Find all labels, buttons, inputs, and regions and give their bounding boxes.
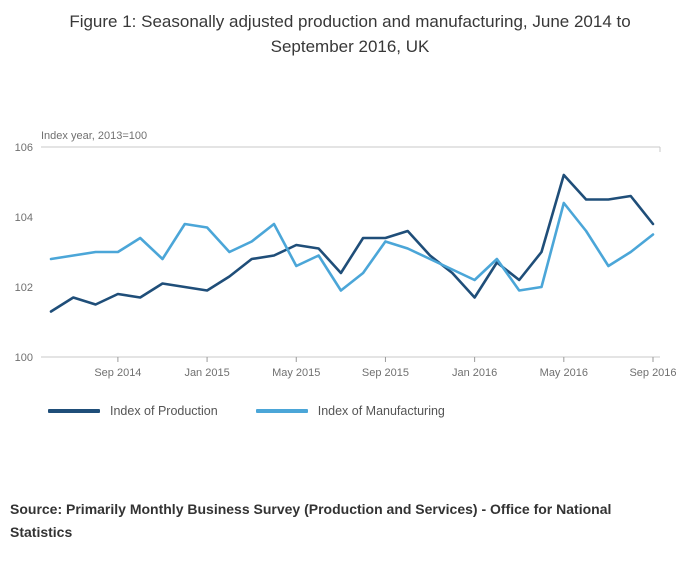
- y-tick-label: 102: [15, 282, 33, 294]
- y-tick-label: 104: [15, 212, 33, 224]
- manufacturing-line: [49, 201, 655, 293]
- chart-legend: Index of Production Index of Manufacturi…: [0, 404, 700, 418]
- line-chart: Index year, 2013=100 100 102 104 106 Sep 2014…: [0, 125, 700, 386]
- x-tick-label: May 2016: [540, 367, 588, 379]
- y-tick-label: 100: [15, 352, 33, 364]
- source-note: Source: Primarily Monthly Business Surve…: [10, 501, 612, 541]
- x-tick-label: May 2015: [272, 367, 320, 379]
- legend-item-production: Index of Production: [48, 404, 218, 418]
- production-line: [49, 173, 655, 314]
- legend-label-manufacturing: Index of Manufacturing: [317, 404, 445, 419]
- legend-item-manufacturing: Index of Manufacturing: [255, 404, 445, 419]
- chart-canvas: Index year, 2013=100 100 102 104 106 Sep 2014…: [15, 130, 677, 379]
- figure-title: Figure 1: Seasonally adjusted production…: [69, 12, 631, 56]
- legend-label-production: Index of Production: [110, 404, 218, 419]
- x-tick-label: Sep 2015: [362, 367, 409, 379]
- x-tick-label: Sep 2014: [94, 367, 141, 379]
- axis-units-note: Index year, 2013=100: [41, 130, 147, 142]
- x-tick-label: Sep 2016: [629, 367, 676, 379]
- x-tick-label: Jan 2016: [452, 367, 497, 379]
- x-tick-label: Jan 2015: [184, 367, 229, 379]
- production-line-swatch: [48, 409, 100, 414]
- manufacturing-line-swatch: [255, 409, 308, 414]
- y-tick-label: 106: [15, 142, 33, 154]
